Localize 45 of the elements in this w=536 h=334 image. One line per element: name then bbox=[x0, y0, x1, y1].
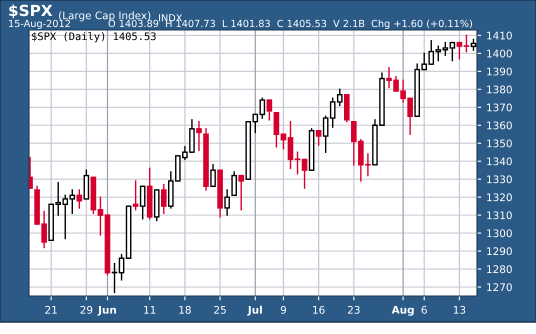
y-tick-label: 1330 bbox=[487, 175, 512, 184]
y-tick-label: 1380 bbox=[487, 86, 512, 94]
candlestick bbox=[84, 169, 90, 200]
x-tick-label: Jun bbox=[98, 306, 116, 316]
candlestick bbox=[132, 180, 138, 210]
x-tick-label: Aug bbox=[392, 306, 414, 316]
candlestick bbox=[140, 186, 146, 220]
y-tick-label: 1370 bbox=[487, 104, 512, 112]
y-tick-label: 1290 bbox=[487, 247, 512, 256]
candlestick bbox=[76, 189, 82, 209]
x-tick-label: 25 bbox=[214, 306, 226, 314]
candlestick bbox=[210, 164, 216, 188]
text: INDX bbox=[159, 14, 182, 22]
x-tick-label: 6 bbox=[422, 306, 427, 314]
x-tick-label: 13 bbox=[454, 306, 466, 314]
candlestick bbox=[231, 171, 237, 196]
x-tick-label: 9 bbox=[280, 306, 286, 314]
candlestick bbox=[160, 184, 167, 214]
x-tick-label: 11 bbox=[144, 306, 156, 314]
text: $SPX (Daily) 1405.53 bbox=[32, 32, 156, 42]
y-tick-label: 1410 bbox=[487, 32, 512, 40]
y-tick-label: 1310 bbox=[487, 211, 512, 220]
y-tick-label: 1300 bbox=[487, 229, 512, 238]
y-tick-label: 1280 bbox=[487, 265, 512, 274]
y-tick-label: 1360 bbox=[487, 121, 512, 130]
chart-subtitle: (Large Cap Index) bbox=[59, 11, 150, 22]
candlestick bbox=[196, 120, 202, 152]
y-tick-label: 1390 bbox=[487, 68, 512, 76]
y-tick-label: 1270 bbox=[487, 283, 512, 292]
y-tick-label: 1320 bbox=[487, 193, 512, 202]
candlestick bbox=[238, 174, 244, 210]
chart-title: $SPX bbox=[9, 4, 52, 18]
x-tick-label: 16 bbox=[313, 306, 325, 314]
candlestick bbox=[266, 99, 272, 121]
text: 15-Aug-2012 bbox=[9, 20, 70, 30]
candlestick bbox=[316, 130, 322, 146]
y-tick-label: 1350 bbox=[487, 139, 512, 148]
x-tick-label: 29 bbox=[80, 306, 92, 314]
x-tick-label: Jul bbox=[247, 306, 262, 316]
y-tick-label: 1340 bbox=[487, 157, 512, 166]
x-tick-label: 21 bbox=[45, 306, 57, 314]
x-tick-label: 18 bbox=[179, 306, 191, 314]
x-tick-label: 23 bbox=[348, 306, 360, 314]
candlestick bbox=[224, 189, 230, 216]
y-tick-label: 1400 bbox=[487, 50, 512, 58]
